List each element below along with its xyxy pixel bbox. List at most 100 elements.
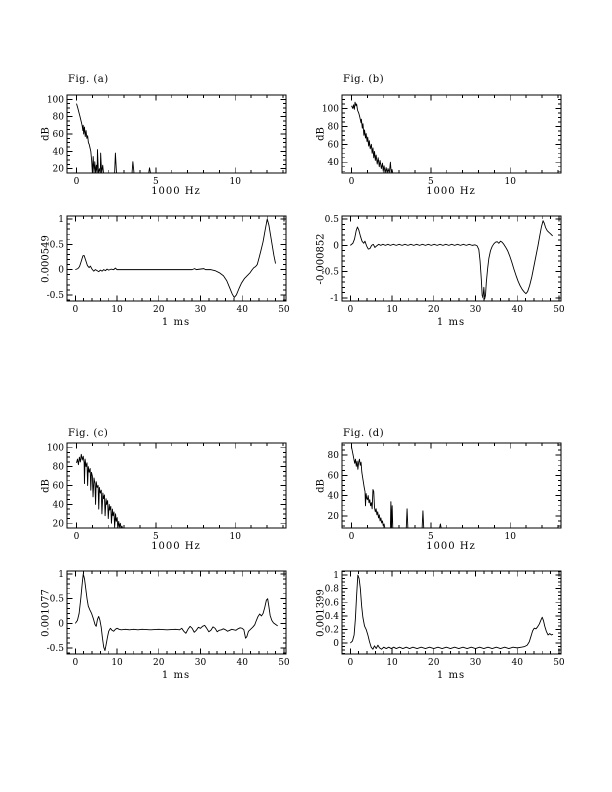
fig-d-spectrum-xlabel: 1000 Hz (426, 541, 476, 552)
y-tick-label: 20 (328, 512, 340, 522)
fig-a-waveform-canvas: 0 10 20 30 40 50 -0.5 0 0.5 1 (47, 215, 290, 315)
x-tick-label: 50 (553, 658, 565, 668)
y-tick-label: 1 (58, 215, 64, 225)
x-tick-label: 30 (470, 658, 482, 668)
y-tick-label: 40 (328, 492, 340, 502)
fig-d-spectrum-canvas: 0 5 10 20 40 60 80 (328, 442, 562, 542)
y-tick-label: 1 (58, 570, 64, 580)
y-tick-label: 80 (328, 122, 340, 132)
y-tick-label: 0 (58, 266, 64, 276)
plot-frame (341, 215, 562, 302)
y-tick-label: 0.5 (325, 215, 340, 225)
fig-c-spectrum-chart: Fig. (c) dB 0 5 10 20 40 60 80 100 1000 Hz (37, 418, 301, 555)
x-tick-label: 10 (386, 305, 398, 315)
plot-frame (66, 442, 287, 529)
y-tick-label: 40 (53, 147, 65, 157)
fig-b-title: Fig. (b) (343, 74, 385, 85)
x-tick-label: 40 (511, 658, 523, 668)
y-tick-label: 20 (53, 165, 65, 175)
fig-b-spectrum-canvas: 0 5 10 40 60 80 100 (322, 94, 562, 187)
y-tick-label: 60 (53, 482, 65, 492)
data-curve (350, 220, 553, 300)
y-tick-label: 80 (53, 463, 65, 473)
x-tick-label: 50 (278, 305, 290, 315)
x-tick-label: 5 (153, 177, 159, 187)
x-tick-label: 50 (278, 658, 290, 668)
y-tick-label: 80 (328, 451, 340, 461)
x-tick-label: 10 (111, 305, 123, 315)
x-tick-label: 10 (504, 177, 516, 187)
y-tick-label: 60 (328, 471, 340, 481)
y-tick-label: 0.6 (325, 598, 340, 608)
x-tick-label: 0 (72, 658, 78, 668)
x-tick-label: 20 (153, 658, 165, 668)
fig-a-waveform-xlabel: 1 ms (161, 317, 191, 328)
y-tick-label: 20 (53, 519, 65, 529)
y-tick-label: 0 (58, 619, 64, 629)
x-tick-label: 5 (428, 177, 434, 187)
x-tick-label: 0 (349, 532, 355, 542)
plot-frame (341, 442, 562, 529)
x-tick-label: 30 (470, 305, 482, 315)
y-tick-label: 0.5 (50, 595, 65, 605)
y-tick-label: 60 (53, 130, 65, 140)
fig-d-title: Fig. (d) (343, 428, 385, 439)
fig-c-spectrum-xlabel: 1000 Hz (151, 541, 201, 552)
y-tick-label: -1 (330, 294, 339, 304)
x-tick-label: 40 (236, 658, 248, 668)
x-tick-label: 20 (153, 305, 165, 315)
y-tick-label: 40 (53, 500, 65, 510)
x-tick-label: 0 (72, 305, 78, 315)
fig-b-spectrum-chart: Fig. (b) dB 0 5 10 40 60 80 100 1000 Hz (312, 70, 576, 200)
fig-a-spectrum-chart: Fig. (a) dB 0 5 10 20 40 60 80 100 1000 Hz (37, 70, 301, 200)
fig-b-spectrum-xlabel: 1000 Hz (426, 186, 476, 197)
data-curve (351, 446, 561, 529)
x-tick-label: 10 (229, 177, 241, 187)
fig-b-waveform-xlabel: 1 ms (436, 317, 466, 328)
x-tick-label: 10 (229, 532, 241, 542)
fig-a-spectrum-canvas: 0 5 10 20 40 60 80 100 (47, 94, 287, 187)
x-tick-label: 10 (504, 532, 516, 542)
x-tick-label: 10 (111, 658, 123, 668)
data-curve (351, 101, 394, 174)
fig-b-waveform-chart: -0.000852 0 10 20 30 40 50 -1 -0.5 0 0.5 1 ms (312, 206, 576, 331)
y-tick-label: 100 (47, 95, 64, 105)
fig-a-spectrum-xlabel: 1000 Hz (151, 186, 201, 197)
y-tick-label: 0.8 (325, 585, 340, 595)
data-curve (350, 574, 554, 650)
x-tick-label: 5 (153, 532, 159, 542)
x-tick-label: 20 (428, 305, 440, 315)
fig-d-waveform-chart: 0.001399 0 10 20 30 40 50 0 0.2 0.4 0.6 0.8 1 1 ms (312, 561, 576, 684)
plot-frame (66, 570, 287, 655)
x-tick-label: 0 (347, 658, 353, 668)
x-tick-label: 40 (511, 305, 523, 315)
fig-c-waveform-chart: 0.001077 0 10 20 30 40 50 -0.5 0 0.5 1 1 ms (37, 561, 301, 684)
y-tick-label: 100 (47, 444, 64, 454)
y-tick-label: 0 (333, 241, 339, 251)
y-tick-label: 0.2 (325, 626, 339, 636)
x-tick-label: 5 (428, 532, 434, 542)
fig-c-waveform-xlabel: 1 ms (161, 670, 191, 681)
x-tick-label: 0 (347, 305, 353, 315)
x-tick-label: 50 (553, 305, 565, 315)
y-tick-label: -0.5 (322, 268, 340, 278)
y-tick-label: 80 (53, 113, 65, 123)
fig-d-waveform-xlabel: 1 ms (436, 670, 466, 681)
plot-frame (341, 570, 562, 655)
fig-c-waveform-canvas: 0 10 20 30 40 50 -0.5 0 0.5 1 (47, 570, 290, 668)
x-tick-label: 20 (428, 658, 440, 668)
y-tick-label: -0.5 (47, 291, 65, 301)
y-tick-label: 0 (333, 639, 339, 649)
data-curve (76, 453, 123, 529)
fig-c-title: Fig. (c) (68, 428, 109, 439)
plot-frame (66, 94, 287, 174)
fig-a-waveform-chart: 0.000549 0 10 20 30 40 50 -0.5 0 0.5 1 1 ms (37, 206, 301, 331)
fig-a-title: Fig. (a) (68, 74, 109, 85)
x-tick-label: 0 (74, 532, 80, 542)
y-tick-label: 40 (328, 158, 340, 168)
x-tick-label: 0 (349, 177, 355, 187)
y-tick-label: 0.5 (50, 240, 65, 250)
y-tick-label: 1 (333, 571, 339, 581)
y-tick-label: 100 (322, 104, 339, 114)
x-tick-label: 40 (236, 305, 248, 315)
